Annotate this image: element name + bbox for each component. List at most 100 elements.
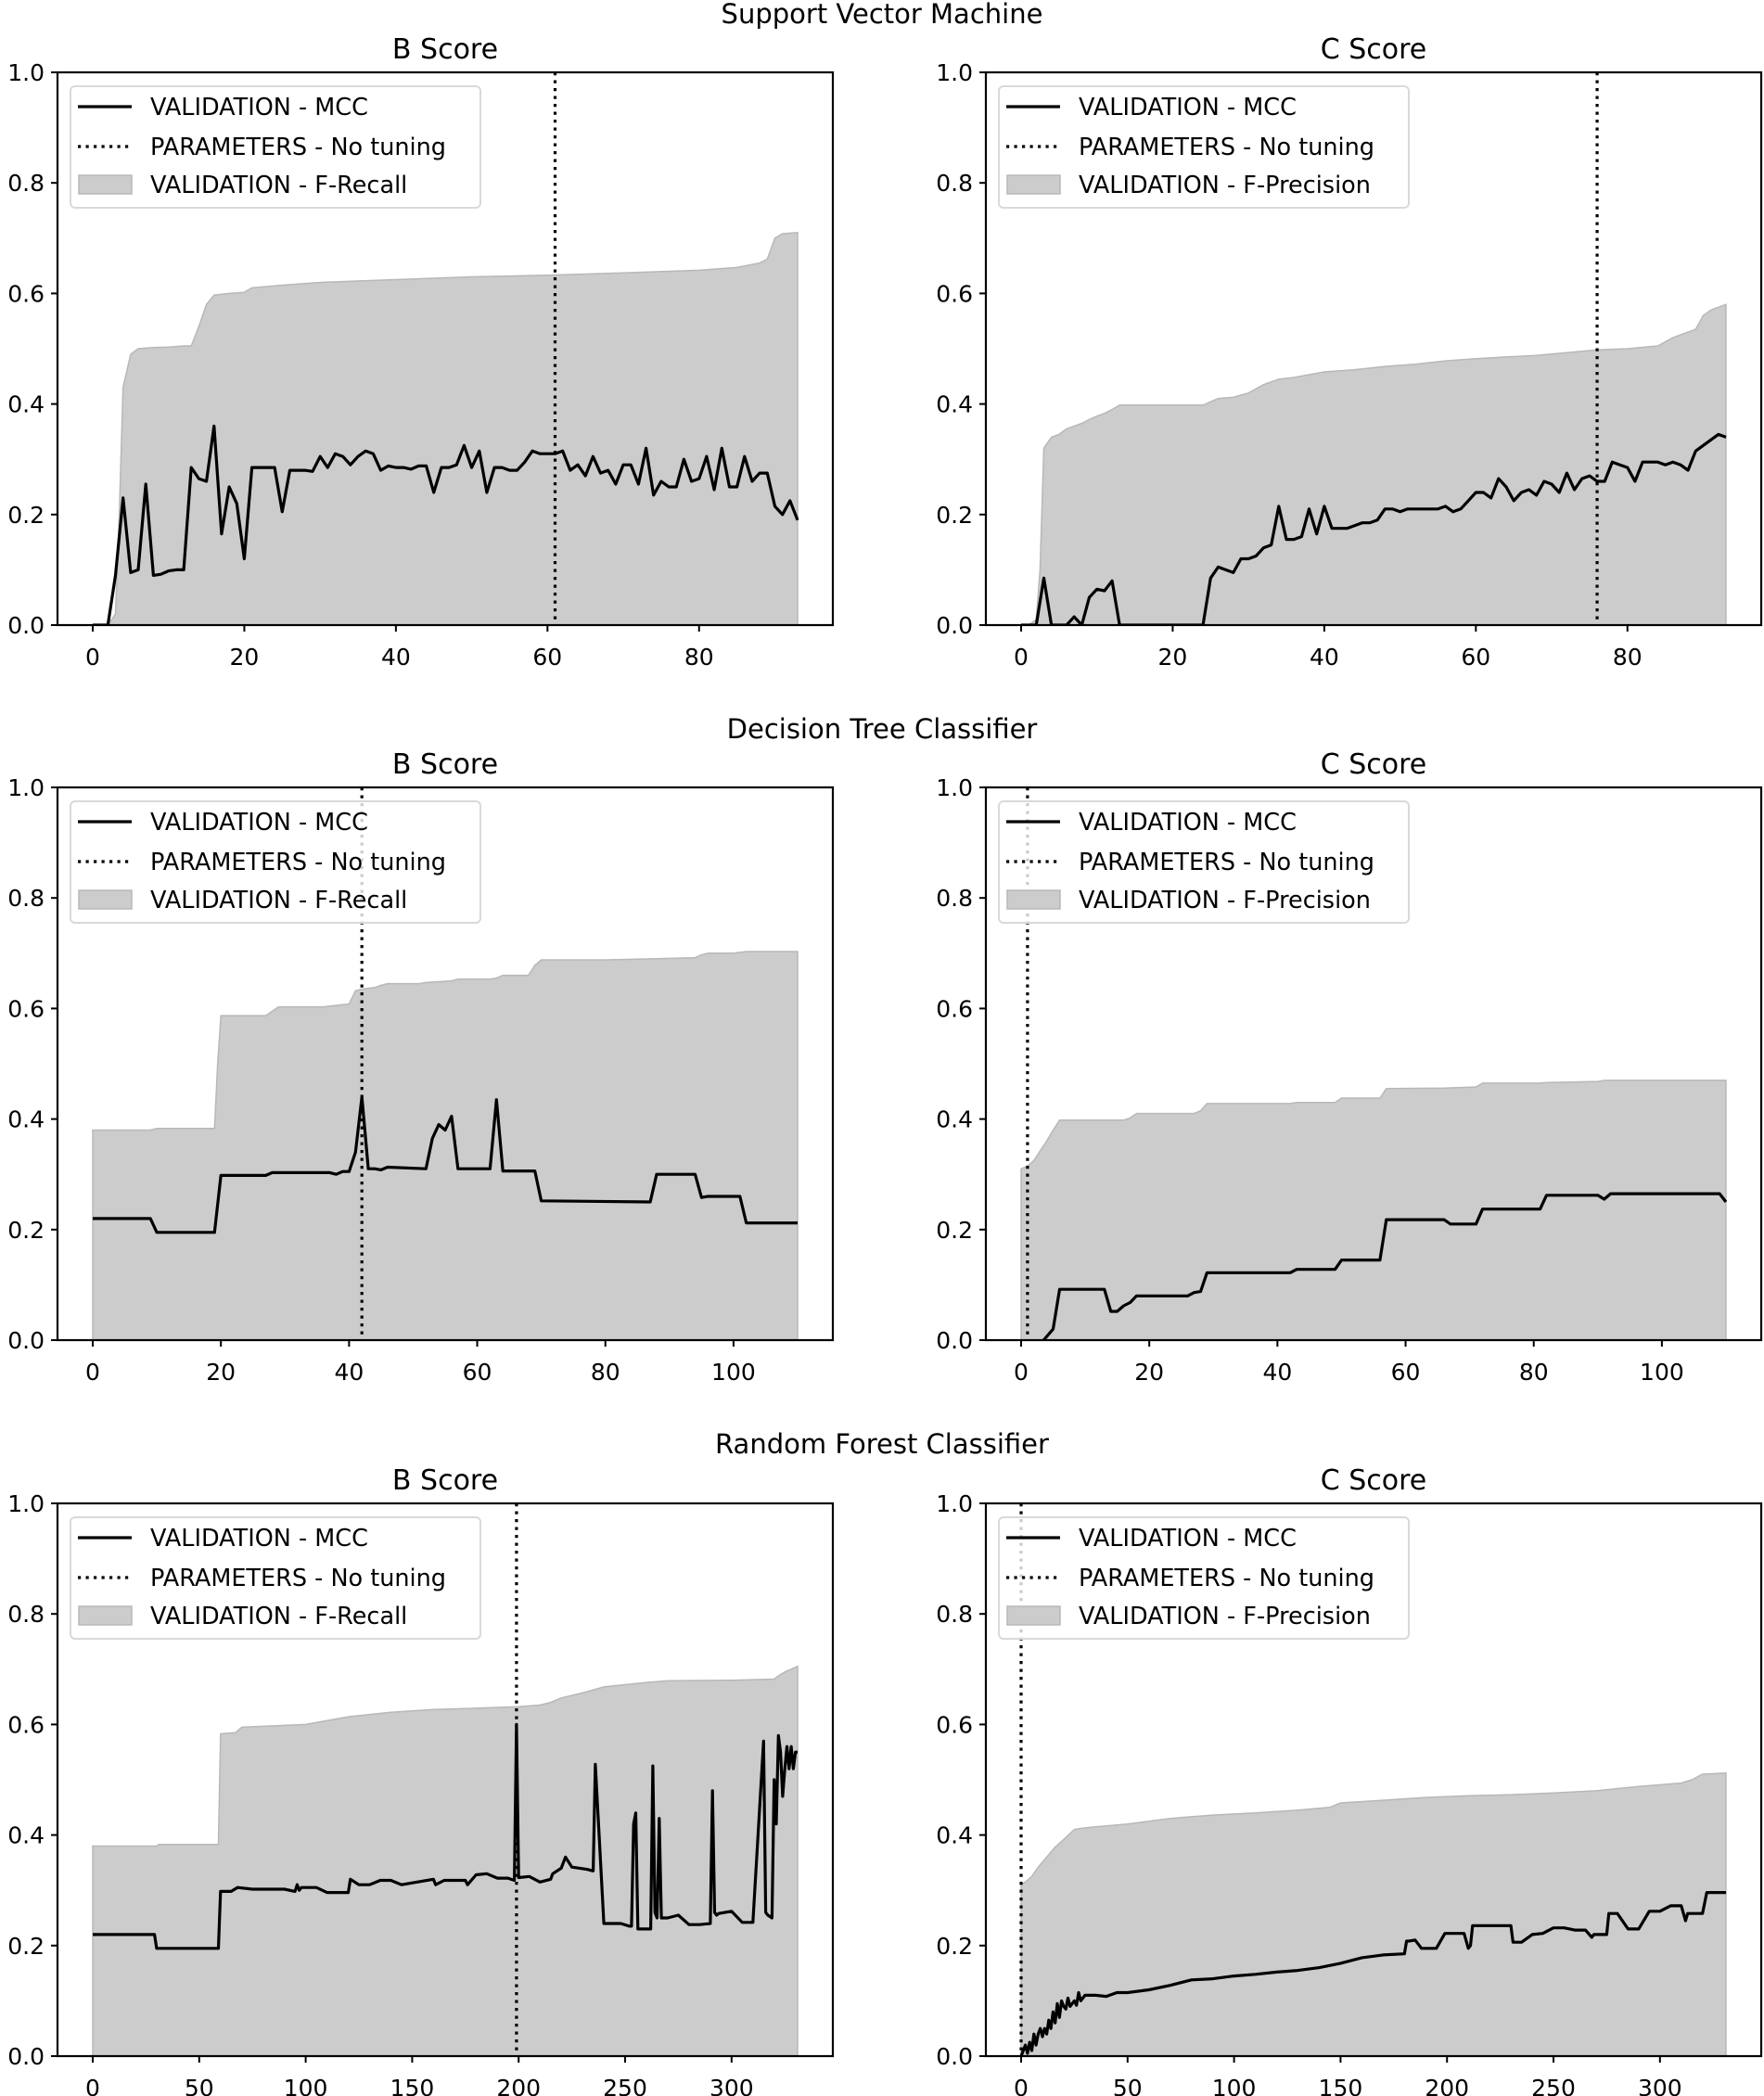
legend-fill-swatch-icon bbox=[1006, 889, 1061, 910]
x-tick-label: 100 bbox=[284, 2075, 328, 2096]
y-tick-label: 0.8 bbox=[936, 1601, 973, 1628]
y-tick-label: 0.2 bbox=[936, 1933, 973, 1960]
plot-area bbox=[92, 1503, 799, 2056]
figure-suptitle: Decision Tree Classifier bbox=[727, 713, 1038, 745]
x-tick-label: 40 bbox=[1310, 644, 1339, 671]
subplot-1-0: Decision Tree Classifier B Score 0 20 40 60 80… bbox=[7, 713, 1037, 1386]
x-tick-label: 40 bbox=[1262, 1359, 1292, 1386]
axes-title: B Score bbox=[392, 1464, 498, 1497]
legend-box bbox=[998, 800, 1410, 924]
mcc-line-series bbox=[93, 1095, 798, 1234]
legend-fill-swatch-icon bbox=[1006, 1605, 1061, 1626]
fill-area-series bbox=[1020, 1772, 1727, 2056]
y-tick-label: 0.6 bbox=[936, 1711, 973, 1738]
legend-entry-label: VALIDATION - F-Precision bbox=[1079, 887, 1371, 914]
x-tick-label: 20 bbox=[1134, 1359, 1164, 1386]
legend-fill-swatch-icon bbox=[78, 174, 133, 195]
legend-box bbox=[998, 85, 1410, 209]
y-tick-label: 0.6 bbox=[7, 280, 45, 307]
legend: VALIDATION - MCC PARAMETERS - No tuning VA… bbox=[70, 1516, 481, 1640]
x-tick-label: 250 bbox=[1531, 2075, 1576, 2096]
mcc-line-series bbox=[93, 1722, 798, 1950]
x-tick-label: 300 bbox=[1638, 2075, 1682, 2096]
axes-title: C Score bbox=[1321, 33, 1427, 66]
legend-box bbox=[998, 1516, 1410, 1640]
legend-entry-label: VALIDATION - F-Recall bbox=[150, 887, 407, 914]
fill-area-series bbox=[1021, 303, 1727, 625]
x-tick-label: 50 bbox=[1113, 2075, 1143, 2096]
legend-entry-label: VALIDATION - MCC bbox=[1079, 809, 1297, 837]
plot-area bbox=[93, 72, 799, 625]
x-tick-label: 80 bbox=[1613, 644, 1643, 671]
x-tick-label: 100 bbox=[711, 1359, 756, 1386]
y-tick-label: 0.2 bbox=[7, 1217, 45, 1244]
y-tick-label: 0.0 bbox=[936, 1327, 973, 1354]
x-tick-label: 200 bbox=[496, 2075, 541, 2096]
plot-area bbox=[1021, 72, 1727, 625]
mcc-line-series bbox=[1042, 1192, 1728, 1340]
x-tick-label: 150 bbox=[1319, 2075, 1363, 2096]
x-tick-label: 20 bbox=[1158, 644, 1188, 671]
mcc-line-series bbox=[1019, 1891, 1726, 2056]
y-tick-label: 0.4 bbox=[936, 1106, 973, 1133]
x-tick-label: 80 bbox=[591, 1359, 620, 1386]
y-tick-label: 0.0 bbox=[7, 612, 45, 639]
y-tick-label: 0.6 bbox=[7, 995, 45, 1022]
x-tick-label: 200 bbox=[1425, 2075, 1469, 2096]
legend-box bbox=[70, 800, 481, 924]
legend-box bbox=[70, 85, 481, 209]
x-tick-label: 80 bbox=[684, 644, 714, 671]
y-tick-label: 0.8 bbox=[7, 1601, 45, 1628]
axes-frame bbox=[984, 786, 1763, 1342]
axes-frame bbox=[984, 70, 1763, 627]
axes-title: C Score bbox=[1321, 748, 1427, 781]
y-tick-label: 0.2 bbox=[936, 1217, 973, 1244]
y-tick-label: 0.6 bbox=[936, 995, 973, 1022]
x-tick-label: 60 bbox=[1461, 644, 1490, 671]
legend-fill-swatch-icon bbox=[78, 889, 133, 910]
axes-frame bbox=[56, 786, 835, 1342]
plot-area bbox=[1020, 787, 1728, 1340]
plot-area bbox=[92, 787, 799, 1340]
y-tick-label: 1.0 bbox=[936, 59, 973, 86]
x-tick-label: 100 bbox=[1640, 1359, 1684, 1386]
y-tick-label: 0.2 bbox=[7, 502, 45, 529]
legend-entry-label: PARAMETERS - No tuning bbox=[1079, 849, 1374, 876]
subplot-0-1: C Score 0 20 40 60 80 0.0 0.2 0.4 0.6 0.8 1.0 VALIDA… bbox=[936, 33, 1763, 671]
x-tick-label: 0 bbox=[1014, 2075, 1029, 2096]
y-tick-label: 0.8 bbox=[7, 170, 45, 197]
y-tick-label: 1.0 bbox=[936, 774, 973, 801]
legend-entry-label: VALIDATION - F-Precision bbox=[1079, 1603, 1371, 1630]
x-tick-label: 0 bbox=[1014, 1359, 1029, 1386]
legend-fill-swatch-icon bbox=[1006, 174, 1061, 195]
subplot-0-0: Support Vector Machine B Score 0 20 40 60 80 0.… bbox=[7, 0, 1042, 671]
figure-suptitle: Random Forest Classifier bbox=[715, 1428, 1049, 1460]
x-tick-label: 100 bbox=[1212, 2075, 1257, 2096]
x-tick-label: 60 bbox=[463, 1359, 492, 1386]
subplot-2-1: C Score 0 50 100 150 200 250 300 0.0 0.2 0.4 0.6 0.8… bbox=[936, 1464, 1763, 2096]
legend: VALIDATION - MCC PARAMETERS - No tuning VA… bbox=[70, 800, 481, 924]
x-tick-label: 60 bbox=[532, 644, 562, 671]
y-tick-label: 0.8 bbox=[7, 885, 45, 912]
legend-entry-label: PARAMETERS - No tuning bbox=[1079, 1565, 1374, 1592]
x-tick-label: 300 bbox=[709, 2075, 754, 2096]
y-tick-label: 1.0 bbox=[7, 774, 45, 801]
x-tick-label: 40 bbox=[381, 644, 411, 671]
y-tick-label: 0.0 bbox=[936, 2043, 973, 2070]
y-tick-label: 0.8 bbox=[936, 170, 973, 197]
y-tick-label: 0.0 bbox=[7, 2043, 45, 2070]
y-tick-label: 0.8 bbox=[936, 885, 973, 912]
y-tick-label: 0.4 bbox=[7, 1822, 45, 1849]
axes-frame bbox=[56, 70, 835, 627]
legend-entry-label: VALIDATION - MCC bbox=[150, 809, 368, 837]
x-tick-label: 0 bbox=[1014, 644, 1029, 671]
x-tick-label: 40 bbox=[334, 1359, 364, 1386]
y-tick-label: 0.4 bbox=[936, 391, 973, 418]
y-tick-label: 0.2 bbox=[7, 1933, 45, 1960]
subplot-2-0: Random Forest Classifier B Score 0 50 100 150… bbox=[7, 1428, 1049, 2096]
x-tick-label: 20 bbox=[206, 1359, 236, 1386]
fill-area-series bbox=[92, 951, 799, 1340]
fill-area-series bbox=[1020, 1080, 1727, 1340]
x-tick-label: 150 bbox=[390, 2075, 435, 2096]
y-tick-label: 0.4 bbox=[7, 391, 45, 418]
